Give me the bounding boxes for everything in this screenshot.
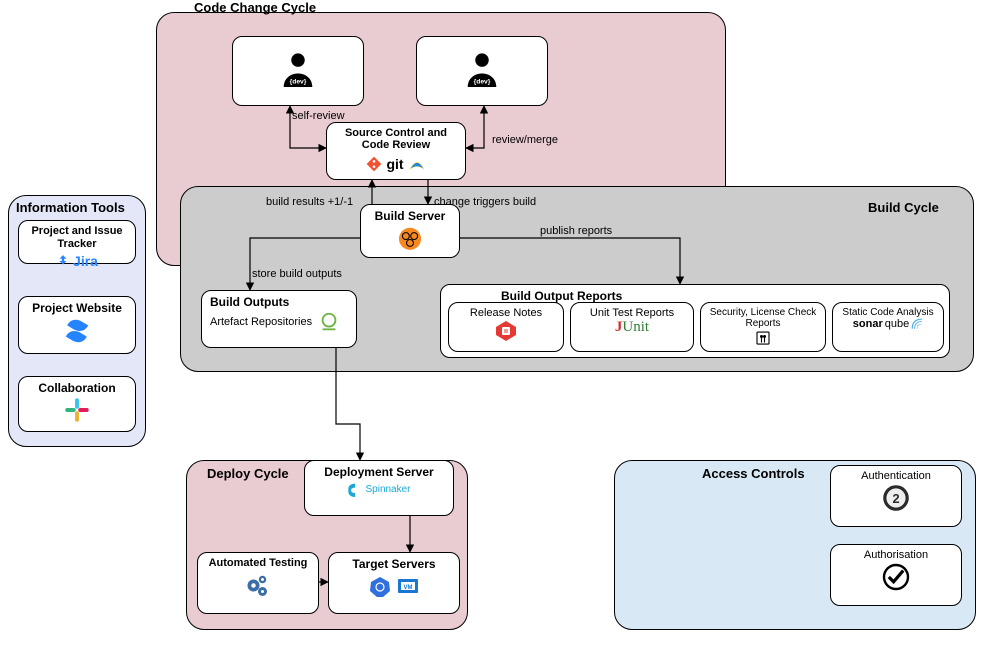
node-build-server: Build Server [360, 204, 460, 258]
svg-text:2: 2 [892, 491, 899, 506]
edge-label-publish-reports: publish reports [540, 225, 612, 237]
gerrit-icon [408, 155, 426, 173]
label-collaboration: Collaboration [38, 381, 115, 395]
node-deployment-server: Deployment Server Spinnaker [304, 460, 454, 516]
node-target-servers: Target Servers VM [328, 552, 460, 614]
confluence-icon [63, 317, 91, 345]
label-project-tracker: Project and Issue Tracker [23, 225, 131, 251]
node-dev-1: {dev} [232, 36, 364, 106]
label-static-analysis: Static Code Analysis [842, 307, 933, 318]
label-target-servers: Target Servers [352, 557, 435, 571]
node-authentication: Authentication 2 [830, 465, 962, 527]
node-project-tracker: Project and Issue Tracker Jira [18, 220, 136, 264]
region-title-build-cycle: Build Cycle [868, 200, 939, 215]
label-authentication: Authentication [861, 470, 931, 482]
label-build-server: Build Server [375, 209, 446, 223]
svg-text:{dev}: {dev} [474, 79, 491, 86]
region-title-code-change: Code Change Cycle [194, 0, 316, 15]
svg-text:{dev}: {dev} [290, 79, 307, 86]
label-security-check: Security, License Check Reports [705, 307, 821, 329]
sublabel-build-outputs: Artefact Repositories [210, 316, 312, 328]
label-unit-tests: Unit Test Reports [590, 307, 674, 319]
jira-icon: Jira [56, 253, 98, 269]
vm-icon: VM [396, 575, 420, 599]
security-icon [752, 329, 774, 347]
gears-icon [243, 572, 273, 602]
edge-label-change-triggers: change triggers build [434, 196, 536, 208]
label-deployment-server: Deployment Server [324, 465, 433, 479]
developer-icon: {dev} [461, 50, 503, 92]
node-security-check: Security, License Check Reports [700, 302, 826, 352]
region-title-access-controls: Access Controls [702, 466, 805, 481]
node-release-notes: Release Notes [448, 302, 564, 352]
artefact-icon [318, 311, 340, 333]
edge-label-store-outputs: store build outputs [252, 268, 342, 280]
node-collaboration: Collaboration [18, 376, 136, 432]
label-project-website: Project Website [32, 301, 122, 315]
sonarqube-icon: sonarqube [853, 318, 923, 330]
slack-icon [64, 397, 90, 423]
node-automated-testing: Automated Testing [197, 552, 319, 614]
node-dev-2: {dev} [416, 36, 548, 106]
git-icon [366, 156, 382, 172]
svg-text:VM: VM [404, 585, 413, 591]
oauth-icon: 2 [880, 482, 912, 514]
label-source-control: Source Control and Code Review [331, 127, 461, 151]
node-build-outputs: Build Outputs Artefact Repositories [201, 290, 357, 348]
node-project-website: Project Website [18, 296, 136, 354]
node-static-analysis: Static Code Analysis sonarqube [832, 302, 944, 352]
label-release-notes: Release Notes [470, 307, 542, 319]
spinnaker-icon: Spinnaker [347, 481, 410, 497]
node-authorisation: Authorisation [830, 544, 962, 606]
label-build-outputs: Build Outputs [210, 295, 289, 309]
developer-icon: {dev} [277, 50, 319, 92]
junit-icon: JUnit [615, 319, 649, 336]
edge-label-self-review: self-review [292, 110, 345, 122]
label-automated-testing: Automated Testing [209, 557, 308, 570]
kubernetes-icon [368, 575, 392, 599]
region-title-information-tools: Information Tools [16, 200, 125, 215]
check-icon [880, 561, 912, 593]
region-title-deploy-cycle: Deploy Cycle [207, 466, 289, 481]
node-source-control: Source Control and Code Review git [326, 122, 466, 180]
build-server-icon [396, 225, 424, 253]
label-authorisation: Authorisation [864, 549, 928, 561]
release-notes-icon [494, 319, 518, 343]
edge-label-build-results: build results +1/-1 [266, 196, 353, 208]
edge-label-review-merge: review/merge [492, 134, 558, 146]
git-text: git [386, 156, 403, 172]
node-unit-tests: Unit Test Reports JUnit [570, 302, 694, 352]
